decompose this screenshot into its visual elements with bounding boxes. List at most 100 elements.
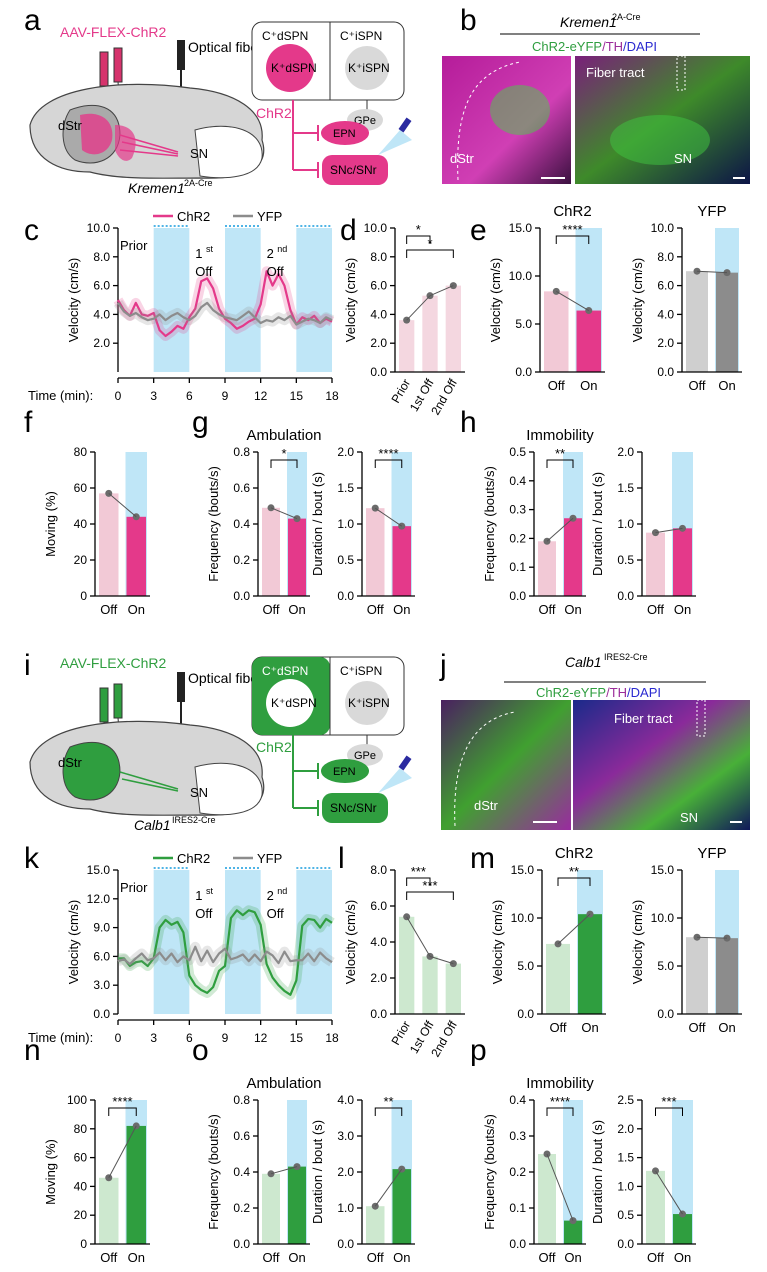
bar-off — [99, 493, 119, 596]
y-tick-label: 0.0 — [233, 589, 250, 603]
y-tick-label: 10.0 — [364, 221, 388, 235]
significance-label: ** — [383, 1094, 393, 1109]
y-axis-title: Velocity (cm/s) — [630, 258, 645, 343]
y-tick-label: 0.5 — [337, 553, 354, 567]
y-tick-label: 4.0 — [370, 935, 387, 949]
virus-label-a: AAV-FLEX-ChR2 — [60, 24, 167, 40]
significance-bracket — [374, 1107, 403, 1116]
paired-line — [696, 936, 728, 939]
chart-n: 0 20 40 60 80 100 Moving (%) Off On **** — [43, 1093, 150, 1265]
y-tick-label: 5.0 — [515, 317, 532, 331]
x-tick-label: 0 — [115, 389, 122, 403]
y-tick-label: 1.0 — [337, 517, 354, 531]
x-tick-label: On — [128, 1250, 145, 1265]
y-tick-label: 0.0 — [509, 589, 526, 603]
y-tick-label: 10.0 — [87, 221, 111, 235]
y-axis-title: Velocity (cm/s) — [488, 258, 503, 343]
bar-on — [716, 938, 738, 1014]
chart-k: 0.0 3.0 6.0 9.0 12.0 15.0 Velocity (cm/s) 0 3 6 9 1… — [28, 851, 339, 1045]
mouse-line-sup-a: 2A-Cre — [184, 178, 213, 188]
y-tick-label: 0.0 — [657, 1007, 674, 1021]
significance-label: **** — [550, 1094, 570, 1109]
bar-off — [686, 937, 708, 1014]
x-tick-label: Off — [538, 602, 555, 617]
y-tick-label: 0 — [80, 1237, 87, 1251]
y-tick-label: 0.3 — [509, 1129, 526, 1143]
y-tick-label: 3.0 — [93, 978, 110, 992]
x-tick-label: Off — [688, 1020, 705, 1035]
stain-legend-j: ChR2-eYFP/TH/DAPI — [536, 685, 661, 700]
mouse-line-j: Calb1 — [565, 654, 602, 670]
y-tick-label: 0.8 — [233, 445, 250, 459]
y-axis-title: Frequency (bouts/s) — [482, 1114, 497, 1230]
x-tick-label: On — [128, 602, 145, 617]
sncsnr-label-i: SNc/SNr — [330, 801, 377, 815]
mouse-line-sup-j: IRES2-Cre — [604, 652, 648, 662]
y-tick-label: 0.2 — [233, 553, 250, 567]
x-tick-label: Off — [367, 602, 384, 617]
y-tick-label: 5.0 — [657, 959, 674, 973]
y-tick-label: 9.0 — [93, 921, 110, 935]
x-tick-label: On — [718, 378, 735, 393]
x-tick-label: 6 — [186, 389, 193, 403]
y-tick-label: 6.0 — [657, 279, 674, 293]
fiber-tract-label-b: Fiber tract — [586, 65, 645, 80]
dspn-k-label-a: K⁺dSPN — [271, 61, 317, 75]
x-tick-label: 9 — [222, 1031, 229, 1045]
significance-bracket — [270, 459, 298, 468]
significance-label: **** — [562, 222, 582, 237]
y-tick-label: 0.4 — [509, 1093, 526, 1107]
y-tick-label: 0.0 — [233, 1237, 250, 1251]
significance-label: * — [427, 236, 432, 251]
x-tick-label: 3 — [150, 389, 157, 403]
bar-on — [126, 516, 146, 596]
annotation-first: 1 — [195, 888, 202, 903]
x-tick-label: Off — [367, 1250, 384, 1265]
significance-bracket — [406, 877, 431, 886]
significance-label: **** — [112, 1094, 132, 1109]
ispn-k-label-a: K⁺iSPN — [348, 61, 390, 75]
y-tick-label: 1.5 — [617, 1151, 634, 1165]
y-axis-title: Frequency (bouts/s) — [206, 1114, 221, 1230]
paired-line — [557, 913, 591, 945]
paired-line — [406, 916, 431, 957]
y-tick-label: 15.0 — [87, 863, 111, 877]
mouse-line-sup-i: IRES2-Cre — [172, 815, 216, 825]
stain-legend-b: ChR2-eYFP/TH/DAPI — [532, 39, 657, 54]
y-tick-label: 0.0 — [617, 1237, 634, 1251]
chart-title: Ambulation — [246, 1075, 321, 1092]
y-axis-title: Duration / bout (s) — [310, 1120, 325, 1224]
y-tick-label: 60 — [74, 481, 88, 495]
significance-label: *** — [422, 878, 437, 893]
annotation-first: 1 — [195, 246, 202, 261]
y-tick-label: 100 — [67, 1093, 87, 1107]
y-tick-label: 3.0 — [337, 1129, 354, 1143]
chart-p2: 0.0 0.5 1.0 1.5 2.0 2.5 Duration / bout (s) Off… — [590, 1093, 696, 1265]
x-tick-label: Off — [262, 602, 279, 617]
panel-letter-d: d — [340, 214, 357, 247]
bar-on — [288, 1166, 306, 1244]
x-tick-label: 9 — [222, 389, 229, 403]
dstr-label-i: dStr — [58, 755, 83, 770]
x-tick-label: Off — [100, 602, 117, 617]
y-tick-label: 0.5 — [509, 445, 526, 459]
y-axis-title: Velocity (cm/s) — [343, 258, 358, 343]
legend-label: ChR2 — [177, 851, 210, 866]
fiber-tract-label-j: Fiber tract — [614, 711, 673, 726]
paired-line — [108, 1125, 137, 1178]
light-on-shading — [672, 1100, 693, 1244]
dspn-k-label-i: K⁺dSPN — [271, 696, 317, 710]
ispn-k-label-i: K⁺iSPN — [348, 696, 390, 710]
bar-prior — [399, 320, 415, 372]
bar-on — [564, 1220, 582, 1244]
chart-e1: 0.0 5.0 10.0 15.0 Velocity (cm/s) Off On **** Ch… — [488, 203, 605, 393]
significance-label: *** — [661, 1094, 676, 1109]
legend-label: ChR2 — [177, 209, 210, 224]
significance-bracket — [546, 459, 574, 468]
y-axis-title: Frequency (bouts/s) — [482, 466, 497, 582]
paired-line — [429, 285, 454, 297]
bar-off — [646, 532, 665, 596]
y-tick-label: 1.0 — [337, 1201, 354, 1215]
